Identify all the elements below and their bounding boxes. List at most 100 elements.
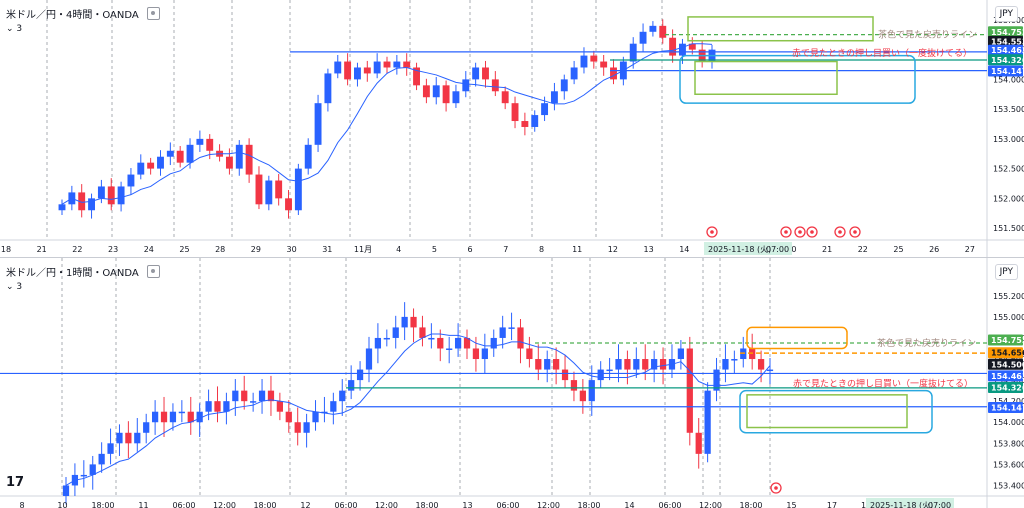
chart-panel-1h[interactable]: 155.200155.000154.800154.600154.400154.2… (0, 258, 1024, 508)
candle-body (704, 390, 711, 454)
candle-body (186, 144, 194, 163)
candle-body (354, 67, 361, 80)
crosshair-time-badge (704, 242, 792, 255)
symbol-legend[interactable]: 米ドル／円・1時間・OANDA (6, 264, 160, 279)
candle-body (80, 474, 87, 477)
candle-body (521, 121, 529, 127)
candle-body (157, 156, 164, 169)
candle-body (731, 359, 738, 361)
candle-body (285, 198, 292, 211)
price-tick-label: 154.200 (993, 397, 1024, 406)
time-tick-label: 18:00 (577, 501, 600, 508)
candle-body (499, 327, 506, 338)
candle-body (125, 432, 132, 444)
indicator-legend[interactable]: ⌄ 3 (6, 282, 22, 292)
candle-body (428, 337, 435, 340)
price-tag (988, 381, 1023, 393)
candle-body (241, 390, 248, 402)
crosshair-time-date: 2025-11-18 (火) (708, 245, 771, 254)
candle-body (560, 79, 568, 92)
candle-body (651, 359, 658, 370)
candle-body (579, 390, 586, 402)
candle-body (223, 401, 230, 412)
plot-area (0, 258, 987, 496)
candle-body (481, 348, 488, 360)
time-tick-label: 31 (322, 245, 332, 254)
price-tag-label: 154.147 (991, 67, 1024, 76)
candle-body (205, 401, 212, 412)
time-tick-label: 12 (608, 245, 618, 254)
event-marker-dot (774, 486, 778, 490)
price-tag (988, 347, 1023, 359)
candle-body (403, 61, 411, 68)
candle-body (677, 348, 685, 360)
event-marker-dot (838, 230, 842, 234)
currency-label[interactable]: JPY (994, 264, 1018, 280)
time-tick-label: 06:00 (496, 501, 519, 508)
candle-body (255, 174, 263, 205)
candle-body (517, 327, 524, 349)
visibility-icon[interactable] (146, 265, 160, 278)
price-tag-label: 154.463 (991, 46, 1024, 55)
candle-body (642, 359, 649, 370)
event-marker-dot (798, 230, 802, 234)
candle-body (344, 61, 352, 80)
candle-body (365, 348, 373, 370)
candle-body (544, 359, 551, 370)
candle-body (600, 61, 608, 68)
price-tick-label: 153.000 (993, 135, 1024, 144)
time-tick-label: 14 (624, 501, 634, 508)
currency-label[interactable]: JPY (994, 6, 1018, 22)
candle-body (570, 67, 578, 80)
candle-body (629, 43, 637, 62)
tradingview-logo-icon: 17 (6, 475, 25, 490)
price-tick-label: 152.000 (993, 194, 1024, 203)
zone-box-green (694, 60, 838, 96)
candle-body (553, 359, 560, 370)
time-tick-label: 28 (215, 245, 225, 254)
candle-body (437, 337, 444, 349)
time-tick-label: 21 (37, 245, 47, 254)
chevron-down-icon[interactable]: ⌄ (6, 24, 14, 34)
candle-body (321, 411, 328, 414)
visibility-icon[interactable] (146, 7, 160, 20)
annotation-support: 赤で見たときの押し目買い（一度抜けてる） (793, 377, 973, 389)
indicator-legend[interactable]: ⌄ 3 (6, 24, 22, 34)
candle-body (422, 85, 430, 98)
chevron-down-icon[interactable]: ⌄ (6, 282, 14, 292)
candle-body (659, 359, 667, 370)
candle-body (472, 67, 480, 80)
candle-body (178, 411, 185, 414)
price-tag (988, 44, 1023, 56)
time-tick-label: 23 (108, 245, 118, 254)
price-tick-label: 154.000 (993, 75, 1024, 84)
candle-body (348, 380, 355, 391)
price-tag-label: 154.752 (991, 336, 1024, 345)
candle-body (432, 85, 440, 98)
candle-body (334, 61, 342, 74)
annotation-support: 赤で見たときの押し目買い（一度抜けてる） (792, 47, 972, 59)
annotation-resistance: 茶色で見た戻売りライン (877, 337, 976, 349)
zone-box-green (746, 394, 908, 429)
chart-canvas-4h[interactable]: 155.000154.500154.000153.500153.000152.5… (0, 0, 1024, 257)
plot-area (0, 0, 987, 240)
zone-box-green (687, 16, 874, 42)
candle-body (62, 485, 70, 496)
candle-body (294, 168, 302, 211)
candle-body (442, 85, 450, 104)
time-tick-label: 25 (179, 245, 189, 254)
candle-body (659, 25, 667, 38)
candle-body (137, 162, 145, 175)
candle-body (610, 67, 617, 80)
chart-panel-4h[interactable]: 155.000154.500154.000153.500153.000152.5… (0, 0, 1024, 258)
time-tick-label: 6 (468, 245, 473, 254)
chart-canvas-1h[interactable]: 155.200155.000154.800154.600154.400154.2… (0, 258, 1024, 508)
candle-body (275, 180, 283, 199)
candle-body (98, 453, 105, 465)
candle-body (695, 432, 702, 454)
symbol-legend[interactable]: 米ドル／円・4時間・OANDA (6, 6, 160, 21)
candle-body (107, 443, 114, 454)
time-tick-label: 12:00 (537, 501, 560, 508)
time-tick-label: 30 (287, 245, 297, 254)
candle-body (304, 144, 312, 169)
